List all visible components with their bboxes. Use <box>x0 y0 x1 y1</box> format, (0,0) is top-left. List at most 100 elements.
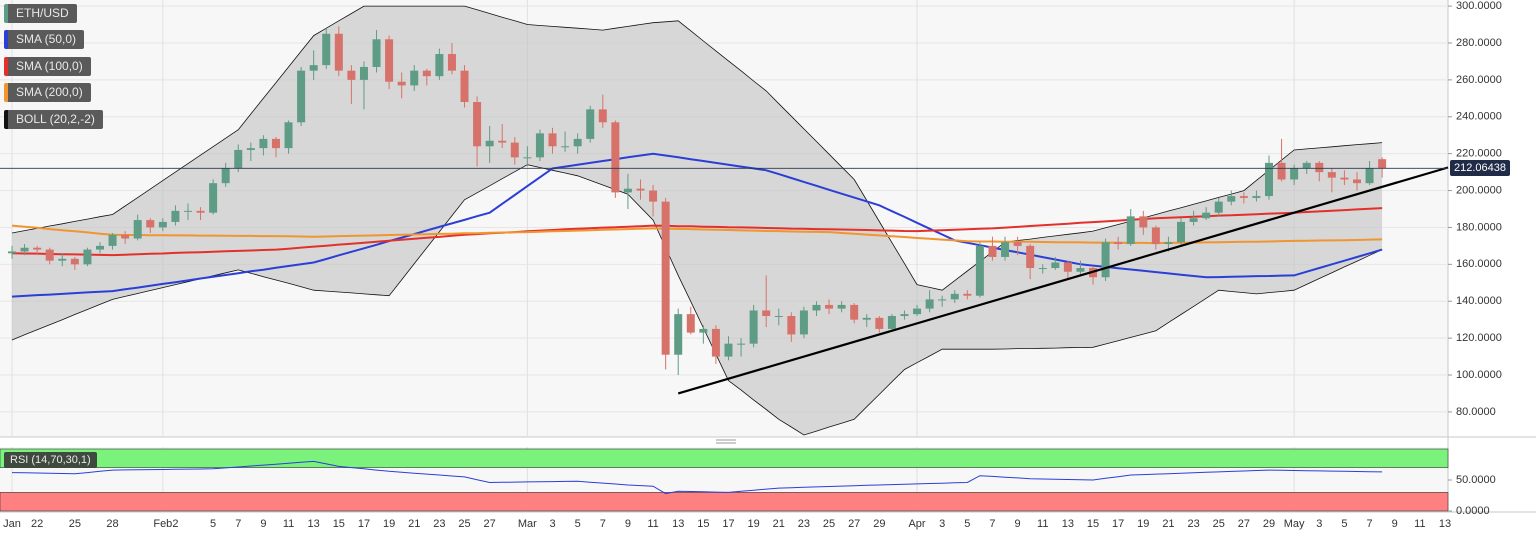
x-tick-label: Apr <box>908 518 925 530</box>
legend-entry[interactable]: ETH/USD <box>4 4 77 23</box>
x-tick-label: 29 <box>1263 518 1275 530</box>
x-tick-label: 13 <box>672 518 684 530</box>
candle-body <box>183 210 192 212</box>
sma-line <box>11 207 1383 257</box>
candle-body <box>1352 179 1361 184</box>
candle-body <box>598 109 607 123</box>
x-tick-label: 11 <box>647 518 658 530</box>
x-tick-label: Mar <box>518 518 537 530</box>
candle-body <box>825 304 834 309</box>
candle-body <box>133 220 142 239</box>
x-tick-label: Jan <box>3 518 21 530</box>
y-tick-label: 240.0000 <box>1456 111 1502 123</box>
candle-body <box>1177 221 1186 243</box>
candle-body <box>221 168 230 184</box>
candle-body <box>196 210 205 213</box>
candle-body <box>1214 201 1223 213</box>
candle-body <box>561 146 570 148</box>
candle-body <box>108 234 117 246</box>
candle-body <box>573 138 582 147</box>
candle-body <box>887 315 896 329</box>
candle-body <box>234 149 243 169</box>
candle-body <box>988 245 997 257</box>
x-tick-label: 23 <box>1187 518 1199 530</box>
x-tick-label: 21 <box>408 518 420 530</box>
x-tick-label: 23 <box>433 518 445 530</box>
x-tick-label: 7 <box>600 518 606 530</box>
overbought-zone <box>0 448 1449 468</box>
candle-body <box>397 81 406 86</box>
x-tick-label: 19 <box>748 518 760 530</box>
x-tick-label: 7 <box>989 518 995 530</box>
candle-body <box>774 315 783 317</box>
trend-line <box>677 166 1449 395</box>
oversold-zone <box>0 492 1449 512</box>
x-tick-label: 15 <box>1087 518 1099 530</box>
candle-body <box>1063 262 1072 272</box>
x-tick-label: 15 <box>333 518 345 530</box>
x-tick-label: 5 <box>210 518 216 530</box>
legend-entry[interactable]: SMA (50,0) <box>4 30 85 49</box>
candle-body <box>1139 216 1148 228</box>
y-tick-label: 120.0000 <box>1456 332 1502 344</box>
candle-body <box>586 109 595 139</box>
sma-line <box>11 152 1383 298</box>
candle-body <box>1151 227 1160 245</box>
candle-body <box>1239 196 1248 198</box>
x-tick-label: May <box>1284 518 1305 530</box>
x-tick-label: 25 <box>823 518 835 530</box>
legend-entry[interactable]: SMA (200,0) <box>4 83 91 102</box>
candle-body <box>1315 162 1324 173</box>
x-tick-label: 3 <box>1316 518 1322 530</box>
candle-body <box>762 310 771 316</box>
x-tick-label: 21 <box>1162 518 1174 530</box>
x-tick-label: 25 <box>458 518 470 530</box>
candle-body <box>837 304 846 309</box>
candle-body <box>1026 245 1035 269</box>
bollinger-band <box>12 6 1383 435</box>
x-tick-label: 27 <box>848 518 860 530</box>
y-tick-label: 140.0000 <box>1456 295 1502 307</box>
x-tick-label: 17 <box>722 518 734 530</box>
candle-body <box>284 122 293 149</box>
candle-body <box>1227 196 1236 202</box>
x-tick-label: 27 <box>484 518 496 530</box>
candle-body <box>1365 168 1374 184</box>
rsi <box>0 448 1449 512</box>
candle-body <box>171 210 180 222</box>
x-tick-label: Feb <box>153 518 172 530</box>
candle-body <box>146 220 155 228</box>
candle-body <box>1277 162 1286 180</box>
candle-body <box>950 293 959 300</box>
x-tick-label: 13 <box>1439 518 1451 530</box>
candle-body <box>938 299 947 301</box>
candle-body <box>58 258 67 261</box>
x-tick-label: 21 <box>773 518 785 530</box>
candle-body <box>158 221 167 228</box>
x-tick-label: 25 <box>1213 518 1225 530</box>
candle-body <box>259 138 268 149</box>
axes: 80.0000 100.0000 120.0000 140.0000 160.0000 1… <box>3 0 1502 530</box>
candle-body <box>473 102 482 147</box>
legend-entry[interactable]: SMA (100,0) <box>4 56 91 76</box>
candle-body <box>1202 212 1211 219</box>
candle-body <box>322 33 331 66</box>
x-tick-label: 28 <box>106 518 118 530</box>
x-tick-label: 25 <box>69 518 81 530</box>
x-tick-label: 5 <box>1341 518 1347 530</box>
candle-body <box>699 328 708 333</box>
candle-body <box>636 188 645 191</box>
candle-body <box>1101 242 1110 278</box>
candle-body <box>510 142 519 158</box>
candle-body <box>875 317 884 329</box>
candle-body <box>1265 162 1273 197</box>
candle-body <box>1189 218 1198 222</box>
candle-body <box>498 140 507 143</box>
candle-body <box>1013 242 1022 246</box>
bollinger-upper <box>11 5 1383 291</box>
rsi-line <box>11 460 1383 495</box>
candle-body <box>523 157 532 159</box>
candle-body <box>913 308 922 315</box>
legend-entry[interactable]: BOLL (20,2,-2) <box>4 109 103 129</box>
